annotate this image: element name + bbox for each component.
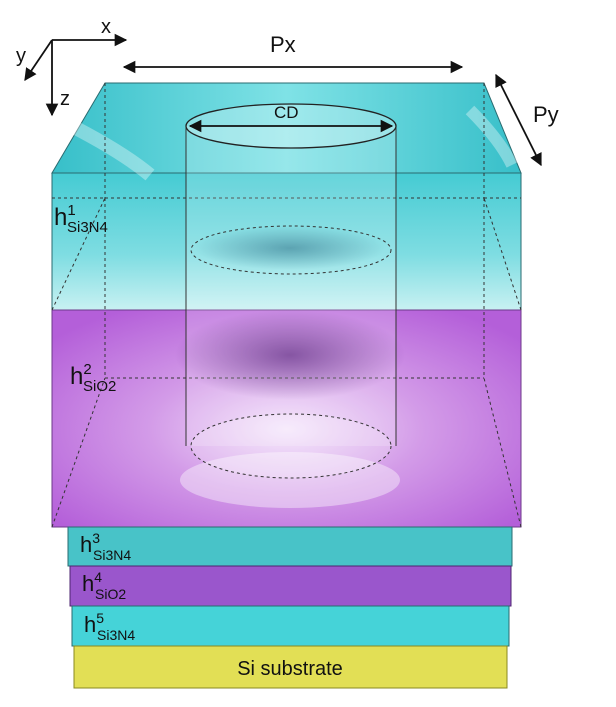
cd-label: CD [274,103,299,122]
svg-text:h2: h2 [70,361,92,390]
layer-1-sub: Si3N4 [67,219,108,236]
x-axis-label: x [101,16,111,38]
svg-text:h3: h3 [80,530,100,557]
layer-2-sub: SiO2 [83,378,116,395]
layer-2-sup: 2 [83,361,91,378]
layer-4-sup: 4 [94,569,102,585]
svg-text:h5: h5 [84,610,104,637]
svg-text:h4: h4 [82,569,102,596]
layer-3-sup: 3 [92,530,100,546]
z-axis-label: z [60,88,70,110]
layer-1-base: h [54,204,67,231]
layer-2-base: h [70,363,83,390]
layer-1-sup: 1 [67,202,75,219]
layer-5-base: h [84,612,96,637]
cylinder-hole: CD [185,103,397,479]
svg-text:h1: h1 [54,202,76,231]
y-axis-arrow [24,39,53,82]
layer-2-sio2-block [51,309,522,528]
hidden-edges [51,83,522,528]
layer-label-2: h2 SiO2 [70,361,116,395]
period-dimensions: Px Py [122,32,559,167]
py-label: Py [533,102,559,127]
y-axis-label: y [16,45,26,67]
layer-4-base: h [82,571,94,596]
layer-3-sub: Si3N4 [93,547,131,563]
layer-4-sub: SiO2 [95,586,126,602]
layer-5-si3n4: h5 Si3N4 [71,605,510,647]
layer-5-sup: 5 [96,610,104,626]
layer-5-sub: Si3N4 [97,627,135,643]
layer-3-si3n4: h3 Si3N4 [67,526,513,567]
layer-4-sio2: h4 SiO2 [69,565,512,607]
si-substrate: Si substrate [73,645,508,689]
layer-3-base: h [80,532,92,557]
px-label: Px [270,32,296,57]
coordinate-axes: x y z [16,16,128,117]
layer-label-1: h1 Si3N4 [54,202,108,236]
substrate-label: Si substrate [237,658,343,680]
py-arrow [495,73,542,167]
